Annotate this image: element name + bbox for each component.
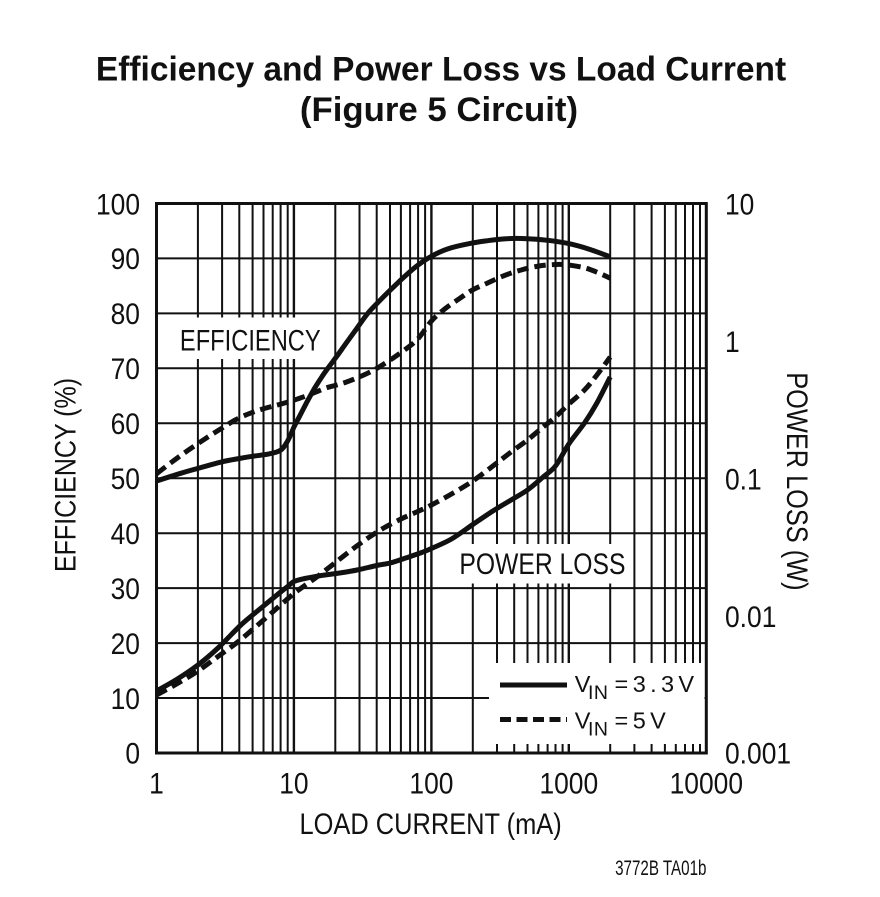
svg-text:100: 100	[96, 187, 140, 221]
svg-text:Efficiency and Power Loss vs L: Efficiency and Power Loss vs Load Curren…	[96, 50, 786, 88]
svg-text:0: 0	[125, 736, 140, 770]
svg-text:EFFICIENCY (%): EFFICIENCY (%)	[48, 378, 82, 572]
svg-text:0.01: 0.01	[725, 599, 776, 633]
svg-text:=: =	[615, 707, 629, 733]
svg-text:1: 1	[149, 766, 164, 800]
svg-text:EFFICIENCY: EFFICIENCY	[180, 324, 321, 357]
svg-text:=: =	[615, 671, 629, 697]
svg-text:10: 10	[111, 681, 140, 715]
svg-text:POWER LOSS (W): POWER LOSS (W)	[781, 372, 814, 590]
svg-text:LOAD CURRENT (mA): LOAD CURRENT (mA)	[299, 807, 561, 840]
svg-text:5V: 5V	[633, 707, 670, 733]
svg-text:V: V	[575, 671, 591, 697]
svg-text:10: 10	[279, 766, 308, 800]
svg-text:90: 90	[111, 242, 140, 276]
svg-text:1: 1	[725, 324, 740, 358]
svg-text:IN: IN	[588, 682, 609, 704]
svg-text:POWER LOSS: POWER LOSS	[459, 547, 625, 581]
svg-text:20: 20	[111, 626, 140, 660]
svg-text:V: V	[575, 707, 591, 733]
svg-text:30: 30	[111, 571, 140, 605]
svg-text:1000: 1000	[539, 766, 598, 800]
svg-text:IN: IN	[588, 719, 609, 741]
svg-text:70: 70	[111, 351, 140, 385]
svg-text:100: 100	[409, 766, 453, 800]
svg-text:40: 40	[111, 516, 140, 550]
svg-text:50: 50	[111, 461, 140, 495]
svg-text:3772B TA01b: 3772B TA01b	[615, 856, 706, 880]
svg-text:(Figure 5 Circuit): (Figure 5 Circuit)	[300, 91, 578, 129]
svg-text:10000: 10000	[670, 766, 743, 800]
svg-text:0.1: 0.1	[725, 462, 762, 496]
svg-text:3.3V: 3.3V	[633, 671, 699, 697]
svg-text:80: 80	[111, 296, 140, 330]
svg-text:10: 10	[725, 187, 754, 221]
svg-text:60: 60	[111, 406, 140, 440]
svg-text:0.001: 0.001	[725, 736, 791, 770]
